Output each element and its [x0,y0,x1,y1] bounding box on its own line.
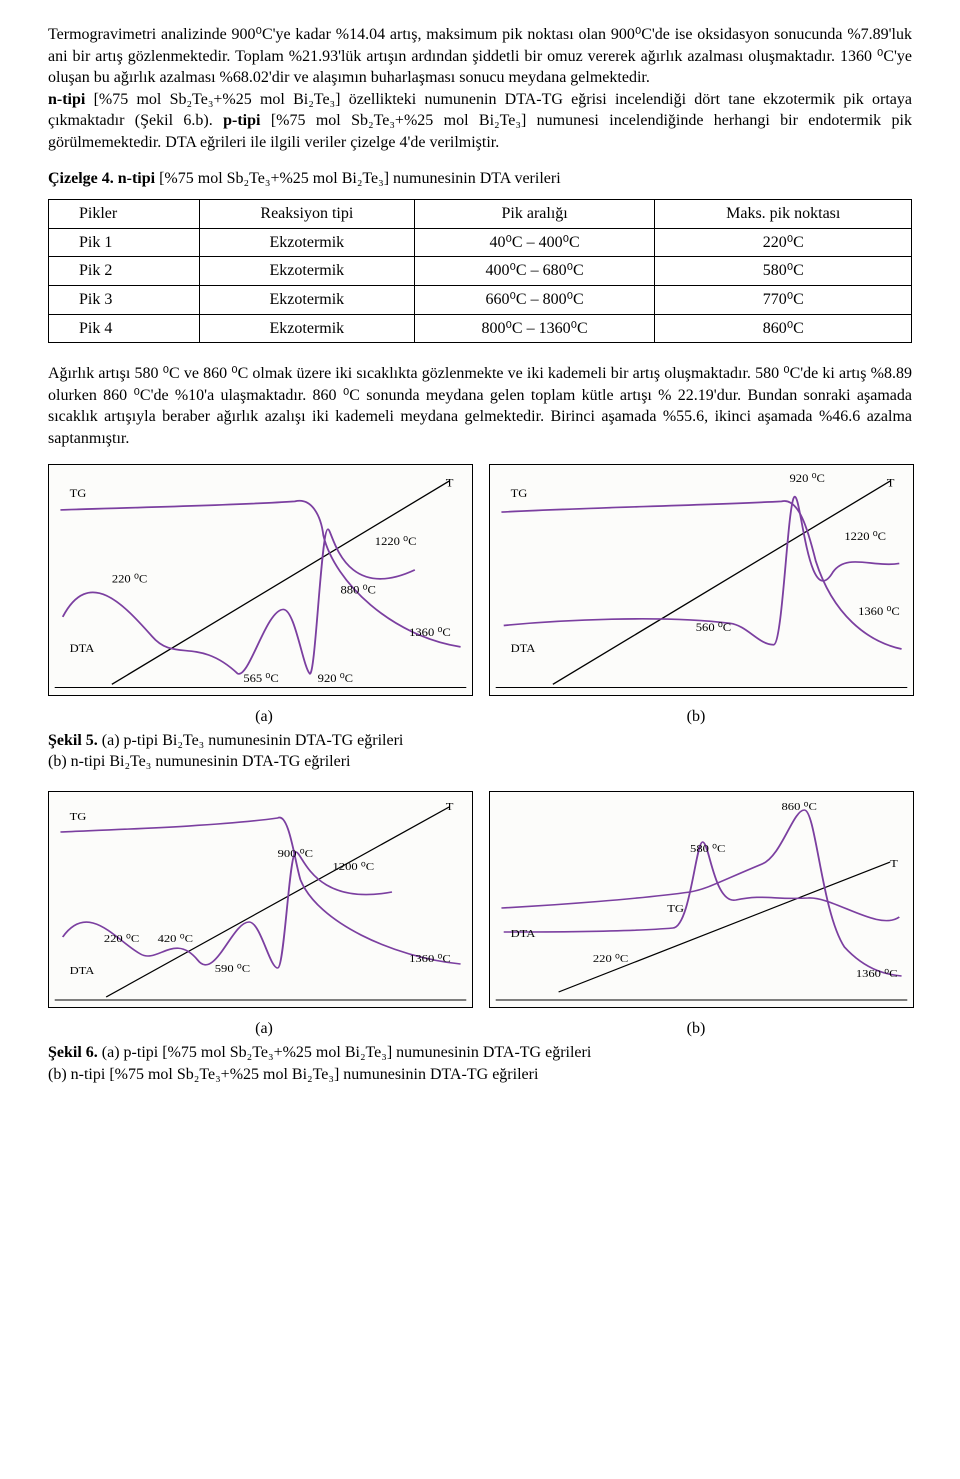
td: Ekzotermik [199,314,414,343]
svg-text:1200 ⁰C: 1200 ⁰C [333,860,375,873]
svg-text:TG: TG [667,902,684,915]
svg-text:T: T [887,475,895,489]
svg-text:1360 ⁰C: 1360 ⁰C [409,625,451,639]
fig5-cap-b: (b) n-tipi Bi₂Te₃ numunesinin DTA-TG eğr… [48,753,350,770]
para1-text: Termogravimetri analizinde 900⁰C'ye kada… [48,26,912,86]
td: 40⁰C – 400⁰C [414,228,655,257]
table4-caption-text: [%75 mol Sb₂Te₃+%25 mol Bi₂Te₃] numunesi… [155,170,561,187]
fig6-row: TG DTA T 220 ⁰C 420 ⁰C 590 ⁰C 900 ⁰C 1200 ⁰C 136… [48,791,912,1015]
svg-text:T: T [890,857,899,870]
td: 660⁰C – 800⁰C [414,285,655,314]
td: 400⁰C – 680⁰C [414,257,655,286]
svg-text:590 ⁰C: 590 ⁰C [215,962,251,975]
td: Pik 1 [49,228,200,257]
svg-text:T: T [446,800,455,813]
svg-text:1360 ⁰C: 1360 ⁰C [409,952,451,965]
paragraph-1: Termogravimetri analizinde 900⁰C'ye kada… [48,24,912,154]
svg-text:420 ⁰C: 420 ⁰C [158,932,194,945]
fig6a-cell: TG DTA T 220 ⁰C 420 ⁰C 590 ⁰C 900 ⁰C 1200 ⁰C 136… [48,791,471,1015]
svg-text:1360 ⁰C: 1360 ⁰C [856,967,898,980]
svg-text:DTA: DTA [70,641,95,655]
fig5a-sub: (a) [48,706,480,728]
fig5b-cell: TG DTA T 560 ⁰C 920 ⁰C 1220 ⁰C 1360 ⁰C [489,464,912,703]
svg-text:220 ⁰C: 220 ⁰C [112,572,147,586]
fig5b-chart: TG DTA T 560 ⁰C 920 ⁰C 1220 ⁰C 1360 ⁰C [489,464,914,696]
table-row: Pik 2 Ekzotermik 400⁰C – 680⁰C 580⁰C [49,257,912,286]
fig5b-sub: (b) [480,706,912,728]
fig6-sublabels: (a) (b) [48,1018,912,1040]
svg-text:580 ⁰C: 580 ⁰C [690,842,726,855]
fig5-sublabels: (a) (b) [48,706,912,728]
svg-text:1360 ⁰C: 1360 ⁰C [858,604,900,618]
table-row: Pik 1 Ekzotermik 40⁰C – 400⁰C 220⁰C [49,228,912,257]
svg-text:1220 ⁰C: 1220 ⁰C [844,529,886,543]
para1c-pre: p-tipi [223,112,260,129]
table4-caption-pre: Çizelge 4. n-tipi [48,170,155,187]
table4-caption: Çizelge 4. n-tipi [%75 mol Sb₂Te₃+%25 mo… [48,168,912,190]
fig5-caption: Şekil 5. (a) p-tipi Bi₂Te₃ numunesinin D… [48,730,912,773]
fig6b-cell: TG DTA T 220 ⁰C 580 ⁰C 860 ⁰C 1360 ⁰C [489,791,912,1015]
svg-text:DTA: DTA [70,964,95,977]
fig5-cap-pre: Şekil 5. [48,732,98,749]
fig6-caption: Şekil 6. (a) p-tipi [%75 mol Sb₂Te₃+%25 … [48,1042,912,1085]
table-header-row: Pikler Reaksiyon tipi Pik aralığı Maks. … [49,200,912,229]
svg-text:920 ⁰C: 920 ⁰C [318,671,353,685]
svg-text:220 ⁰C: 220 ⁰C [104,932,140,945]
td: 770⁰C [655,285,912,314]
fig5a-cell: TG DTA T 220 ⁰C 565 ⁰C 880 ⁰C 920 ⁰C 1220 ⁰C 136… [48,464,471,703]
th-pikler: Pikler [49,200,200,229]
td: 580⁰C [655,257,912,286]
th-reaksiyon: Reaksiyon tipi [199,200,414,229]
table-row: Pik 3 Ekzotermik 660⁰C – 800⁰C 770⁰C [49,285,912,314]
svg-text:565 ⁰C: 565 ⁰C [243,671,278,685]
svg-text:880 ⁰C: 880 ⁰C [341,582,376,596]
fig5-cap-a: (a) p-tipi Bi₂Te₃ numunesinin DTA-TG eğr… [98,732,404,749]
th-maks: Maks. pik noktası [655,200,912,229]
paragraph-2: Ağırlık artışı 580 ⁰C ve 860 ⁰C olmak üz… [48,363,912,449]
svg-text:DTA: DTA [511,641,536,655]
para1b-pre: n-tipi [48,91,85,108]
svg-text:1220 ⁰C: 1220 ⁰C [375,534,417,548]
td: Ekzotermik [199,285,414,314]
fig6b-chart: TG DTA T 220 ⁰C 580 ⁰C 860 ⁰C 1360 ⁰C [489,791,914,1008]
svg-text:860 ⁰C: 860 ⁰C [782,800,818,813]
fig6a-chart: TG DTA T 220 ⁰C 420 ⁰C 590 ⁰C 900 ⁰C 1200 ⁰C 136… [48,791,473,1008]
table-row: Pik 4 Ekzotermik 800⁰C – 1360⁰C 860⁰C [49,314,912,343]
svg-text:TG: TG [70,810,87,823]
td: Pik 4 [49,314,200,343]
fig6-cap-a: (a) p-tipi [%75 mol Sb₂Te₃+%25 mol Bi₂Te… [98,1044,592,1061]
td: Ekzotermik [199,257,414,286]
svg-text:560 ⁰C: 560 ⁰C [696,620,731,634]
fig6-cap-b: (b) n-tipi [%75 mol Sb₂Te₃+%25 mol Bi₂Te… [48,1066,538,1083]
svg-text:900 ⁰C: 900 ⁰C [278,847,314,860]
td: 800⁰C – 1360⁰C [414,314,655,343]
svg-text:TG: TG [70,486,87,500]
th-aralik: Pik aralığı [414,200,655,229]
td: Pik 3 [49,285,200,314]
td: 220⁰C [655,228,912,257]
fig5-row: TG DTA T 220 ⁰C 565 ⁰C 880 ⁰C 920 ⁰C 1220 ⁰C 136… [48,464,912,703]
svg-text:220 ⁰C: 220 ⁰C [593,952,629,965]
fig5a-chart: TG DTA T 220 ⁰C 565 ⁰C 880 ⁰C 920 ⁰C 1220 ⁰C 136… [48,464,473,696]
svg-text:T: T [446,475,454,489]
table4: Pikler Reaksiyon tipi Pik aralığı Maks. … [48,199,912,343]
fig6b-sub: (b) [480,1018,912,1040]
fig6-cap-pre: Şekil 6. [48,1044,98,1061]
fig6a-sub: (a) [48,1018,480,1040]
td: 860⁰C [655,314,912,343]
svg-text:TG: TG [511,486,528,500]
svg-text:920 ⁰C: 920 ⁰C [790,471,825,485]
svg-text:DTA: DTA [511,927,536,940]
td: Pik 2 [49,257,200,286]
td: Ekzotermik [199,228,414,257]
